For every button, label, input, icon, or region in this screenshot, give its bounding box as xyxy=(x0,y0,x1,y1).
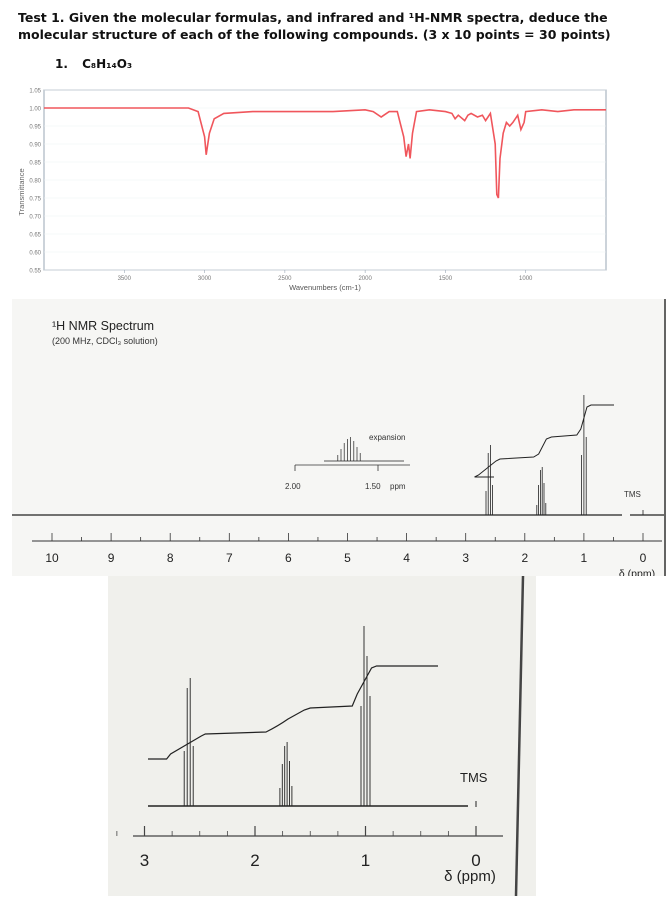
ir-x-tick-label: 2500 xyxy=(278,276,292,282)
ir-y-tick-label: 0.65 xyxy=(29,233,41,239)
nmr-expansion-tick-label: 2.00 xyxy=(285,482,301,491)
nmr-expansion-label: expansion xyxy=(369,433,405,442)
nmr-x-tick-label: 7 xyxy=(226,551,233,565)
nmr-enlarged-x-tick-label: 2 xyxy=(250,851,259,870)
ir-x-tick-label: 3500 xyxy=(118,276,132,282)
nmr-enlarged-x-tick-label: 3 xyxy=(140,851,149,870)
ir-y-tick-label: 1.05 xyxy=(29,89,41,95)
nmr-x-tick-label: 10 xyxy=(45,551,59,565)
nmr-x-tick-label: 3 xyxy=(462,551,469,565)
nmr-enlarged-x-tick-label: 0 xyxy=(471,851,480,870)
nmr-expansion-peaks xyxy=(324,437,404,462)
nmr-enlarged-integral xyxy=(148,665,438,760)
nmr-x-tick-label: 6 xyxy=(285,551,292,565)
nmr-tms-label: TMS xyxy=(624,490,641,499)
molecular-formula: C₈H₁₄O₃ xyxy=(82,57,133,71)
nmr-spectrum-svg: ¹H NMR Spectrum (200 MHz, CDCl₃ solution… xyxy=(12,299,666,580)
ir-y-tick-label: 0.90 xyxy=(29,143,41,149)
nmr-expansion-tick-label: ppm xyxy=(390,482,406,491)
nmr-expansion-tick-label: 1.50 xyxy=(365,482,381,491)
ir-y-tick-label: 0.85 xyxy=(29,161,41,167)
nmr-peaks xyxy=(485,395,644,515)
nmr-enlarged-x-tick-label: 1 xyxy=(361,851,370,870)
nmr-x-tick-label: 0 xyxy=(640,551,647,565)
nmr-enlarged-svg: TMS 3 2 1 0 δ (ppm) xyxy=(116,575,525,897)
nmr-enlarged-x-axis-label: δ (ppm) xyxy=(444,868,496,885)
ir-spectrum-svg: 1.05 1.00 0.95 0.90 0.85 0.80 0.75 0.70 0.65 0.60… xyxy=(17,89,607,292)
question-1: 1. C₈H₁₄O₃ xyxy=(55,57,132,71)
ir-y-tick-label: 0.75 xyxy=(29,197,41,203)
ir-spectrum-chart: 1.05 1.00 0.95 0.90 0.85 0.80 0.75 0.70 0.65 0.60… xyxy=(14,82,669,300)
ir-y-tick-label: 0.95 xyxy=(29,125,41,131)
ir-x-tick-label: 1000 xyxy=(519,276,533,282)
nmr-enlarged-tms-label: TMS xyxy=(460,770,488,785)
nmr-enlarged-peaks xyxy=(183,626,371,806)
nmr-x-tick-label: 9 xyxy=(108,551,115,565)
nmr-x-tick-label: 2 xyxy=(521,551,528,565)
nmr-enlarged-chart: TMS 3 2 1 0 δ (ppm) xyxy=(108,575,536,897)
nmr-spectrum-chart: ¹H NMR Spectrum (200 MHz, CDCl₃ solution… xyxy=(12,299,666,580)
ir-y-tick-label: 0.80 xyxy=(29,179,41,185)
nmr-x-tick-label: 1 xyxy=(581,551,588,565)
ir-x-tick-label: 1500 xyxy=(439,276,453,282)
test-instructions: Test 1. Given the molecular formulas, an… xyxy=(18,10,611,42)
ir-y-tick-label: 0.55 xyxy=(29,269,41,275)
nmr-title: ¹H NMR Spectrum xyxy=(52,319,154,333)
ir-y-tick-label: 0.60 xyxy=(29,251,41,257)
nmr-x-tick-label: 4 xyxy=(403,551,410,565)
ir-y-axis-label: Transmittance xyxy=(17,168,26,215)
nmr-integral-trace xyxy=(474,404,614,478)
ir-y-tick-label: 1.00 xyxy=(29,107,41,113)
ir-series-line xyxy=(44,107,606,199)
nmr-x-axis-label: δ (ppm) xyxy=(619,568,655,576)
ir-x-axis-label: Wavenumbers (cm-1) xyxy=(289,283,361,292)
ir-y-tick-label: 0.70 xyxy=(29,215,41,221)
ir-x-tick-label: 3000 xyxy=(198,276,212,282)
nmr-x-tick-label: 5 xyxy=(344,551,351,565)
nmr-enlarged-border xyxy=(514,575,525,897)
nmr-subtitle: (200 MHz, CDCl₃ solution) xyxy=(52,336,158,346)
nmr-x-tick-label: 8 xyxy=(167,551,174,565)
ir-x-tick-label: 2000 xyxy=(358,276,372,282)
question-number: 1. xyxy=(55,57,68,71)
